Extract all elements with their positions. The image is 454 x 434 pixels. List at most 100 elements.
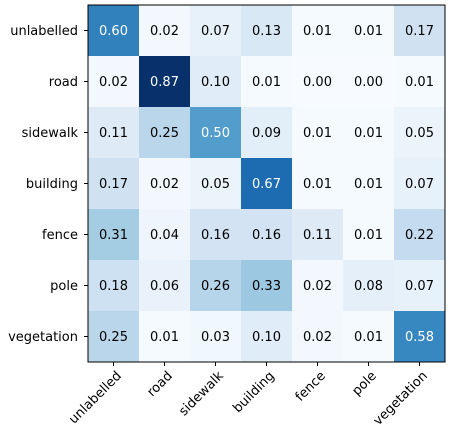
cell-value-label: 0.22 <box>405 228 434 243</box>
y-tick-label: fence <box>42 228 78 243</box>
heatmap-cell-pole-building <box>241 260 293 312</box>
cell-value-label: 0.60 <box>99 24 128 39</box>
heatmap-cell-building-vegetation <box>394 158 446 210</box>
y-axis: unlabelled road sidewalk building fence pole v… <box>8 24 88 345</box>
heatmap-cell-building-sidewalk <box>190 158 242 210</box>
cell-value-label: 0.01 <box>303 24 332 39</box>
cell-value-label: 0.02 <box>150 24 179 39</box>
heatmap-cell-sidewalk-building <box>241 107 293 159</box>
x-tick-label: unlabelled <box>66 369 125 428</box>
y-tick-label: unlabelled <box>10 24 78 39</box>
cell-value-label: 0.01 <box>150 330 179 345</box>
heatmap-cell-road-sidewalk <box>190 56 242 108</box>
heatmap-cell-fence-fence <box>292 209 344 261</box>
heatmap-cell-pole-pole <box>343 260 395 312</box>
heatmap-cell-fence-unlabelled <box>88 209 140 261</box>
y-tick-label: pole <box>50 279 78 294</box>
heatmap-cell-road-road <box>139 56 191 108</box>
cell-value-label: 0.01 <box>303 126 332 141</box>
heatmap-cell-unlabelled-road <box>139 5 191 57</box>
heatmap-cells: 0.60 0.02 0.07 0.13 0.01 0.01 0.17 0.02 0.87 0.10… <box>88 5 446 363</box>
cell-value-label: 0.11 <box>303 228 332 243</box>
cell-value-label: 0.01 <box>354 126 383 141</box>
cell-value-label: 0.01 <box>303 177 332 192</box>
x-tick-label: building <box>230 369 277 416</box>
heatmap-cell-road-unlabelled <box>88 56 140 108</box>
cell-value-label: 0.01 <box>354 228 383 243</box>
cell-value-label: 0.08 <box>354 279 383 294</box>
heatmap-cell-vegetation-road <box>139 311 191 363</box>
heatmap-cell-road-vegetation <box>394 56 446 108</box>
cell-value-label: 0.10 <box>201 75 230 90</box>
cell-value-label: 0.02 <box>303 279 332 294</box>
cell-value-label: 0.02 <box>303 330 332 345</box>
heatmap-cell-unlabelled-pole <box>343 5 395 57</box>
heatmap-cell-pole-fence <box>292 260 344 312</box>
heatmap-cell-building-road <box>139 158 191 210</box>
cell-value-label: 0.25 <box>99 330 128 345</box>
cell-value-label: 0.00 <box>303 75 332 90</box>
heatmap-cell-sidewalk-vegetation <box>394 107 446 159</box>
cell-value-label: 0.16 <box>252 228 281 243</box>
cell-value-label: 0.33 <box>252 279 281 294</box>
heatmap-cell-vegetation-vegetation <box>394 311 446 363</box>
y-tick-label: building <box>26 177 78 192</box>
cell-value-label: 0.67 <box>252 177 281 192</box>
cell-value-label: 0.02 <box>99 75 128 90</box>
cell-value-label: 0.10 <box>252 330 281 345</box>
y-tick-label: road <box>49 75 78 90</box>
cell-value-label: 0.87 <box>150 75 179 90</box>
heatmap-cell-building-pole <box>343 158 395 210</box>
y-tick-label: sidewalk <box>22 126 79 141</box>
heatmap-cell-sidewalk-unlabelled <box>88 107 140 159</box>
heatmap-cell-sidewalk-pole <box>343 107 395 159</box>
heatmap-cell-vegetation-building <box>241 311 293 363</box>
heatmap-cell-road-building <box>241 56 293 108</box>
heatmap-cell-vegetation-pole <box>343 311 395 363</box>
cell-value-label: 0.25 <box>150 126 179 141</box>
heatmap-cell-fence-vegetation <box>394 209 446 261</box>
cell-value-label: 0.13 <box>252 24 281 39</box>
x-tick-label: vegetation <box>371 369 431 429</box>
cell-value-label: 0.05 <box>405 126 434 141</box>
cell-value-label: 0.18 <box>99 279 128 294</box>
cell-value-label: 0.50 <box>201 126 230 141</box>
cell-value-label: 0.03 <box>201 330 230 345</box>
heatmap-cell-pole-vegetation <box>394 260 446 312</box>
heatmap-cell-fence-building <box>241 209 293 261</box>
cell-value-label: 0.01 <box>354 177 383 192</box>
heatmap-cell-building-fence <box>292 158 344 210</box>
heatmap-cell-vegetation-unlabelled <box>88 311 140 363</box>
cell-value-label: 0.07 <box>405 177 434 192</box>
x-tick-label: pole <box>350 369 380 399</box>
x-tick-label: road <box>145 369 176 400</box>
heatmap-cell-vegetation-sidewalk <box>190 311 242 363</box>
cell-value-label: 0.07 <box>405 279 434 294</box>
heatmap-cell-fence-road <box>139 209 191 261</box>
x-axis: unlabelled road sidewalk building fence polev… <box>66 362 431 429</box>
cell-value-label: 0.01 <box>252 75 281 90</box>
cell-value-label: 0.07 <box>201 24 230 39</box>
cell-value-label: 0.58 <box>405 330 434 345</box>
heatmap-cell-pole-sidewalk <box>190 260 242 312</box>
heatmap-cell-building-building <box>241 158 293 210</box>
cell-value-label: 0.11 <box>99 126 128 141</box>
cell-value-label: 0.16 <box>201 228 230 243</box>
cell-value-label: 0.09 <box>252 126 281 141</box>
cell-value-label: 0.17 <box>99 177 128 192</box>
heatmap-cell-road-pole <box>343 56 395 108</box>
heatmap-cell-unlabelled-unlabelled <box>88 5 140 57</box>
heatmap-cell-unlabelled-vegetation <box>394 5 446 57</box>
heatmap-cell-building-unlabelled <box>88 158 140 210</box>
cell-value-label: 0.17 <box>405 24 434 39</box>
heatmap-cell-fence-pole <box>343 209 395 261</box>
heatmap-cell-sidewalk-road <box>139 107 191 159</box>
y-tick-label: vegetation <box>8 330 78 345</box>
heatmap-cell-unlabelled-fence <box>292 5 344 57</box>
heatmap-cell-unlabelled-building <box>241 5 293 57</box>
heatmap-cell-unlabelled-sidewalk <box>190 5 242 57</box>
heatmap-cell-sidewalk-sidewalk <box>190 107 242 159</box>
x-tick-label: fence <box>293 369 329 405</box>
